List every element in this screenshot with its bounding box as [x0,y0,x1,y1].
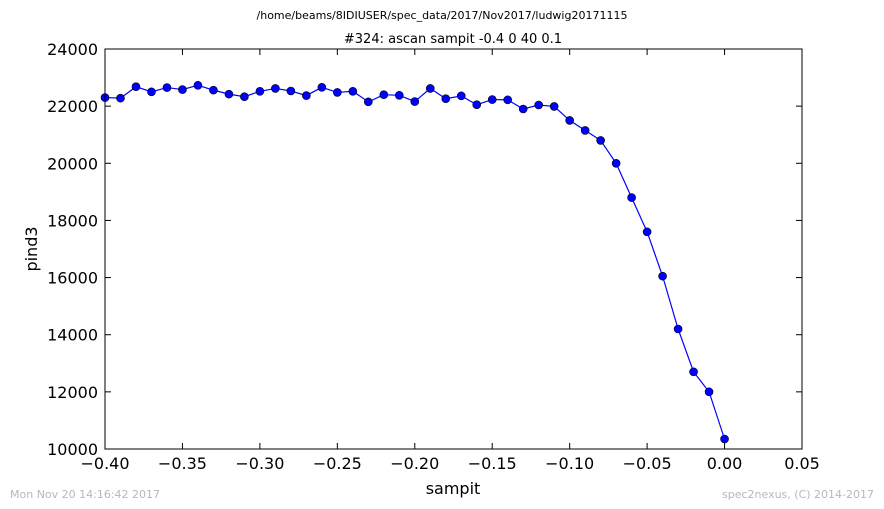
data-point [333,88,342,97]
data-point [673,324,683,334]
data-point [379,90,389,100]
data-point [162,83,172,92]
data-point [364,97,373,107]
y-tick-label: 12000 [47,383,98,402]
data-point [549,102,559,111]
y-axis-label: pind3 [22,226,41,271]
data-point [224,89,234,99]
plot-title: #324: ascan sampit -0.4 0 40 0.1 [344,32,562,47]
data-point [425,84,435,93]
data-point [503,95,513,105]
data-point [472,100,482,110]
data-point [348,86,358,96]
y-tick-label: 20000 [47,154,98,173]
data-point [286,86,296,96]
data-point [317,82,327,92]
y-tick-label: 14000 [47,326,98,345]
x-tick-label: 0.00 [707,454,743,473]
data-point [116,93,125,103]
x-tick-label: −0.25 [313,454,362,473]
x-tick-label: −0.30 [235,454,284,473]
y-tick-label: 22000 [47,97,98,116]
data-point [255,86,265,96]
data-point [627,193,636,202]
y-axis-ticks: 10000 12000 14000 16000 18000 20000 22000 24000 [47,40,802,459]
data-series [100,80,729,444]
data-point [394,90,404,100]
x-axis-label: sampit [426,479,481,498]
x-tick-label: −0.05 [623,454,672,473]
y-tick-label: 18000 [47,211,98,230]
y-tick-label: 24000 [47,40,98,59]
data-point [302,91,311,100]
x-tick-label: −0.15 [468,454,517,473]
data-point [611,158,621,168]
data-point [689,367,698,377]
data-point [271,84,280,93]
x-tick-label: −0.40 [80,454,129,473]
series-line [104,84,726,440]
x-tick-label: −0.10 [545,454,594,473]
data-point [534,100,543,110]
y-tick-label: 16000 [47,269,98,288]
data-point [410,97,420,106]
data-point [147,87,156,97]
data-point [596,136,605,145]
data-point [580,126,590,135]
data-point [565,116,574,125]
data-point [240,92,249,102]
data-point [720,434,729,444]
x-tick-label: −0.20 [390,454,439,473]
x-tick-label: −0.35 [158,454,207,473]
footer-timestamp: Mon Nov 20 14:16:42 2017 [10,488,160,501]
data-point [487,95,497,104]
footer-credit: spec2nexus, (C) 2014-2017 [722,488,874,501]
data-point [456,91,466,101]
y-tick-label: 10000 [47,440,98,459]
data-point [658,271,667,281]
data-point [193,80,203,90]
data-point [178,85,187,94]
file-path-title: /home/beams/8IDIUSER/spec_data/2017/Nov2… [257,9,628,22]
plot-frame [104,48,803,450]
data-point [131,82,141,92]
x-axis-ticks: −0.40 −0.35 −0.30 −0.25 −0.20 −0.15 −0.10 −0.05… [80,49,820,473]
data-point [642,227,652,237]
data-point [441,94,451,104]
x-tick-label: 0.05 [784,454,820,473]
data-point [518,104,528,114]
data-point [704,387,714,397]
data-point [209,85,218,95]
